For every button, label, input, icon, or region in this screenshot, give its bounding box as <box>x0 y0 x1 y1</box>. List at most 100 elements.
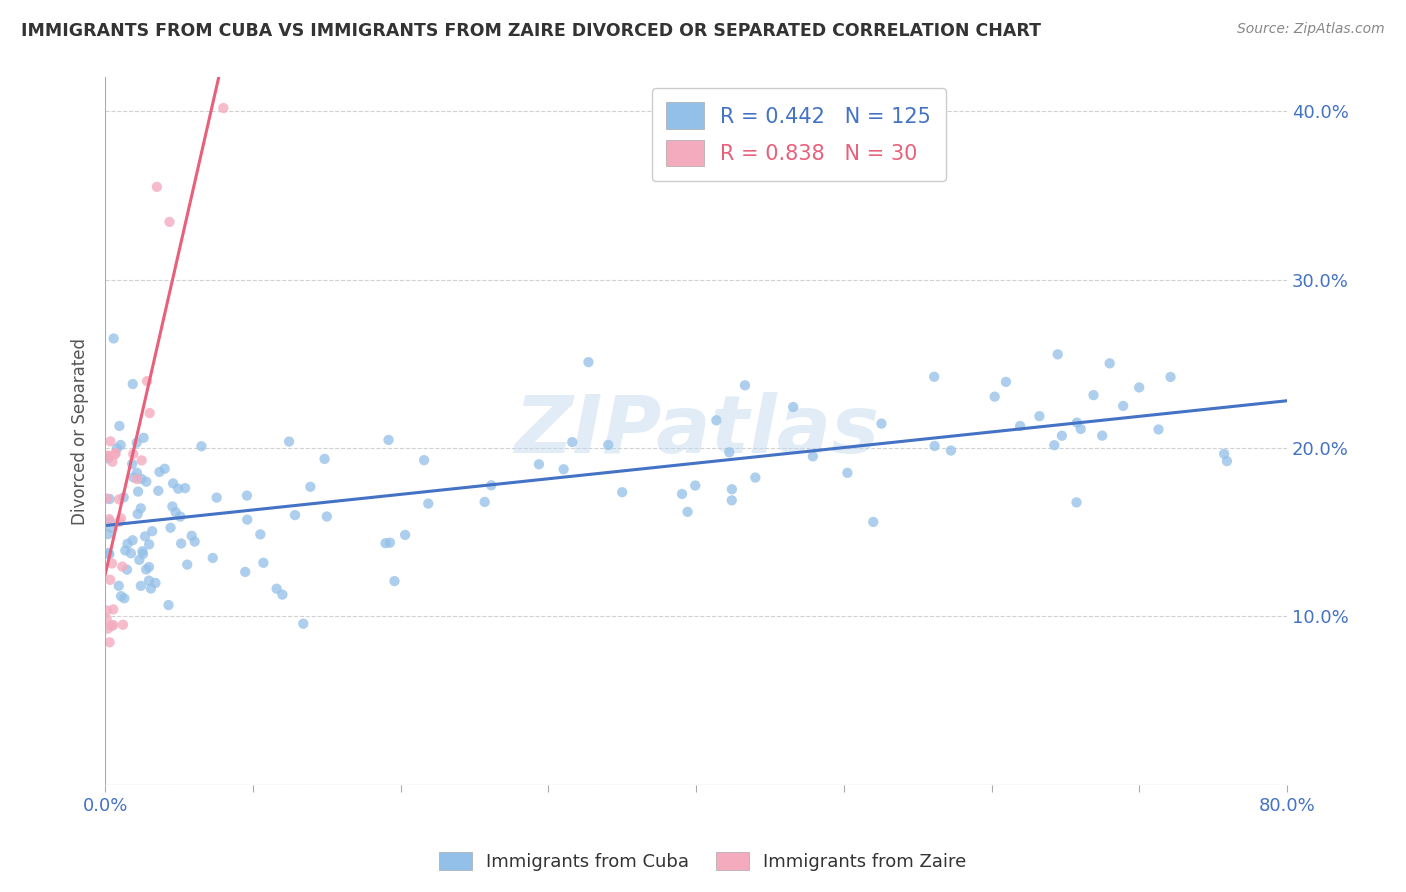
Point <box>384 574 406 588</box>
Point <box>1112 399 1135 413</box>
Point <box>176 558 198 572</box>
Point <box>418 497 440 511</box>
Point <box>278 434 301 449</box>
Y-axis label: Divorced or Separated: Divorced or Separated <box>72 337 89 524</box>
Point <box>1043 438 1066 452</box>
Point <box>1050 428 1073 442</box>
Point <box>103 602 125 616</box>
Point <box>299 480 322 494</box>
Point <box>129 501 152 516</box>
Point <box>1147 422 1170 436</box>
Point <box>1066 416 1088 430</box>
Point <box>1083 388 1105 402</box>
Point <box>131 472 153 486</box>
Point <box>170 536 193 550</box>
Point <box>190 439 212 453</box>
Point <box>870 417 893 431</box>
Point <box>578 355 600 369</box>
Point <box>314 451 336 466</box>
Point <box>97 450 120 464</box>
Point <box>983 390 1005 404</box>
Point <box>121 457 143 471</box>
Point <box>744 470 766 484</box>
Point <box>721 482 744 496</box>
Point <box>922 369 945 384</box>
Point <box>169 509 191 524</box>
Point <box>125 435 148 450</box>
Point <box>183 534 205 549</box>
Point <box>676 505 699 519</box>
Point <box>720 493 742 508</box>
Point <box>252 556 274 570</box>
Point <box>105 442 128 456</box>
Point <box>110 438 132 452</box>
Point <box>394 528 416 542</box>
Point <box>153 462 176 476</box>
Point <box>837 466 859 480</box>
Point <box>553 462 575 476</box>
Point <box>527 457 550 471</box>
Point <box>1066 495 1088 509</box>
Point <box>97 546 120 560</box>
Point <box>135 562 157 576</box>
Point <box>111 559 134 574</box>
Point <box>315 509 337 524</box>
Point <box>115 563 138 577</box>
Point <box>122 447 145 461</box>
Point <box>148 465 170 479</box>
Point <box>479 478 502 492</box>
Point <box>212 101 235 115</box>
Text: ZIPatlas: ZIPatlas <box>513 392 879 470</box>
Point <box>165 505 187 519</box>
Legend: Immigrants from Cuba, Immigrants from Zaire: Immigrants from Cuba, Immigrants from Za… <box>432 845 974 879</box>
Point <box>862 515 884 529</box>
Point <box>474 495 496 509</box>
Point <box>112 491 135 505</box>
Point <box>125 466 148 480</box>
Point <box>138 560 160 574</box>
Point <box>801 450 824 464</box>
Legend: R = 0.442   N = 125, R = 0.838   N = 30: R = 0.442 N = 125, R = 0.838 N = 30 <box>651 87 946 181</box>
Point <box>96 603 118 617</box>
Point <box>377 433 399 447</box>
Point <box>1091 428 1114 442</box>
Point <box>103 618 125 632</box>
Point <box>236 489 259 503</box>
Point <box>98 491 121 506</box>
Point <box>129 579 152 593</box>
Point <box>1128 380 1150 394</box>
Point <box>138 574 160 588</box>
Point <box>100 434 122 449</box>
Point <box>104 447 127 461</box>
Point <box>97 449 120 463</box>
Point <box>127 484 149 499</box>
Point <box>127 507 149 521</box>
Point <box>939 443 962 458</box>
Point <box>97 451 120 466</box>
Point <box>1070 422 1092 436</box>
Point <box>108 492 131 507</box>
Point <box>612 485 634 500</box>
Point <box>108 419 131 434</box>
Point <box>205 491 228 505</box>
Point <box>994 375 1017 389</box>
Point <box>135 475 157 489</box>
Point <box>233 565 256 579</box>
Point <box>112 591 135 606</box>
Point <box>101 455 124 469</box>
Point <box>97 527 120 541</box>
Point <box>101 557 124 571</box>
Point <box>110 589 132 603</box>
Point <box>236 513 259 527</box>
Point <box>180 529 202 543</box>
Point <box>413 453 436 467</box>
Point <box>141 524 163 538</box>
Point <box>145 575 167 590</box>
Point <box>96 612 118 626</box>
Point <box>718 445 741 459</box>
Point <box>114 543 136 558</box>
Point <box>107 579 129 593</box>
Point <box>128 553 150 567</box>
Point <box>284 508 307 522</box>
Point <box>374 536 396 550</box>
